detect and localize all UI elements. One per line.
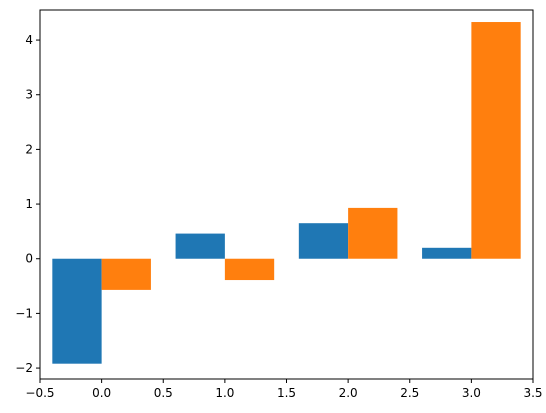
y-tick-label: 0 [25, 252, 33, 266]
x-tick-label: −0.5 [25, 386, 54, 400]
bar-series-2-x-0 [101, 258, 151, 290]
y-tick-label: 2 [25, 142, 33, 156]
y-tick-label: −2 [15, 361, 33, 375]
x-tick-label: 2.5 [400, 386, 419, 400]
bar-series-2-x-1 [224, 258, 275, 281]
plot-frame [39, 9, 534, 380]
y-tick-label: 3 [25, 88, 33, 102]
y-tick-label: 1 [25, 197, 33, 211]
y-tick-label: −1 [15, 306, 33, 320]
x-tick-label: 3.5 [523, 386, 542, 400]
x-axis: −0.5 0.0 0.5 1.0 1.5 2.0 2.5 3.0 3.5 [25, 379, 543, 400]
x-tick-label: 0.0 [92, 386, 111, 400]
bars-layer [52, 22, 521, 364]
bar-series-2-x-3 [471, 22, 521, 259]
x-tick-label: 1.0 [215, 386, 234, 400]
bar-series-1-x-2 [298, 223, 349, 259]
bar-series-2-x-2 [348, 207, 398, 259]
x-tick-label: 1.5 [277, 386, 296, 400]
x-tick-label: 0.5 [154, 386, 173, 400]
bar-series-1-x-3 [422, 247, 472, 259]
bar-series-1-x-1 [175, 233, 225, 259]
y-tick-label: 4 [25, 33, 33, 47]
bar-series-1-x-0 [52, 258, 102, 364]
x-tick-label: 2.0 [339, 386, 358, 400]
x-tick-label: 3.0 [462, 386, 481, 400]
y-axis: −2 −1 0 1 2 3 4 [15, 33, 40, 375]
